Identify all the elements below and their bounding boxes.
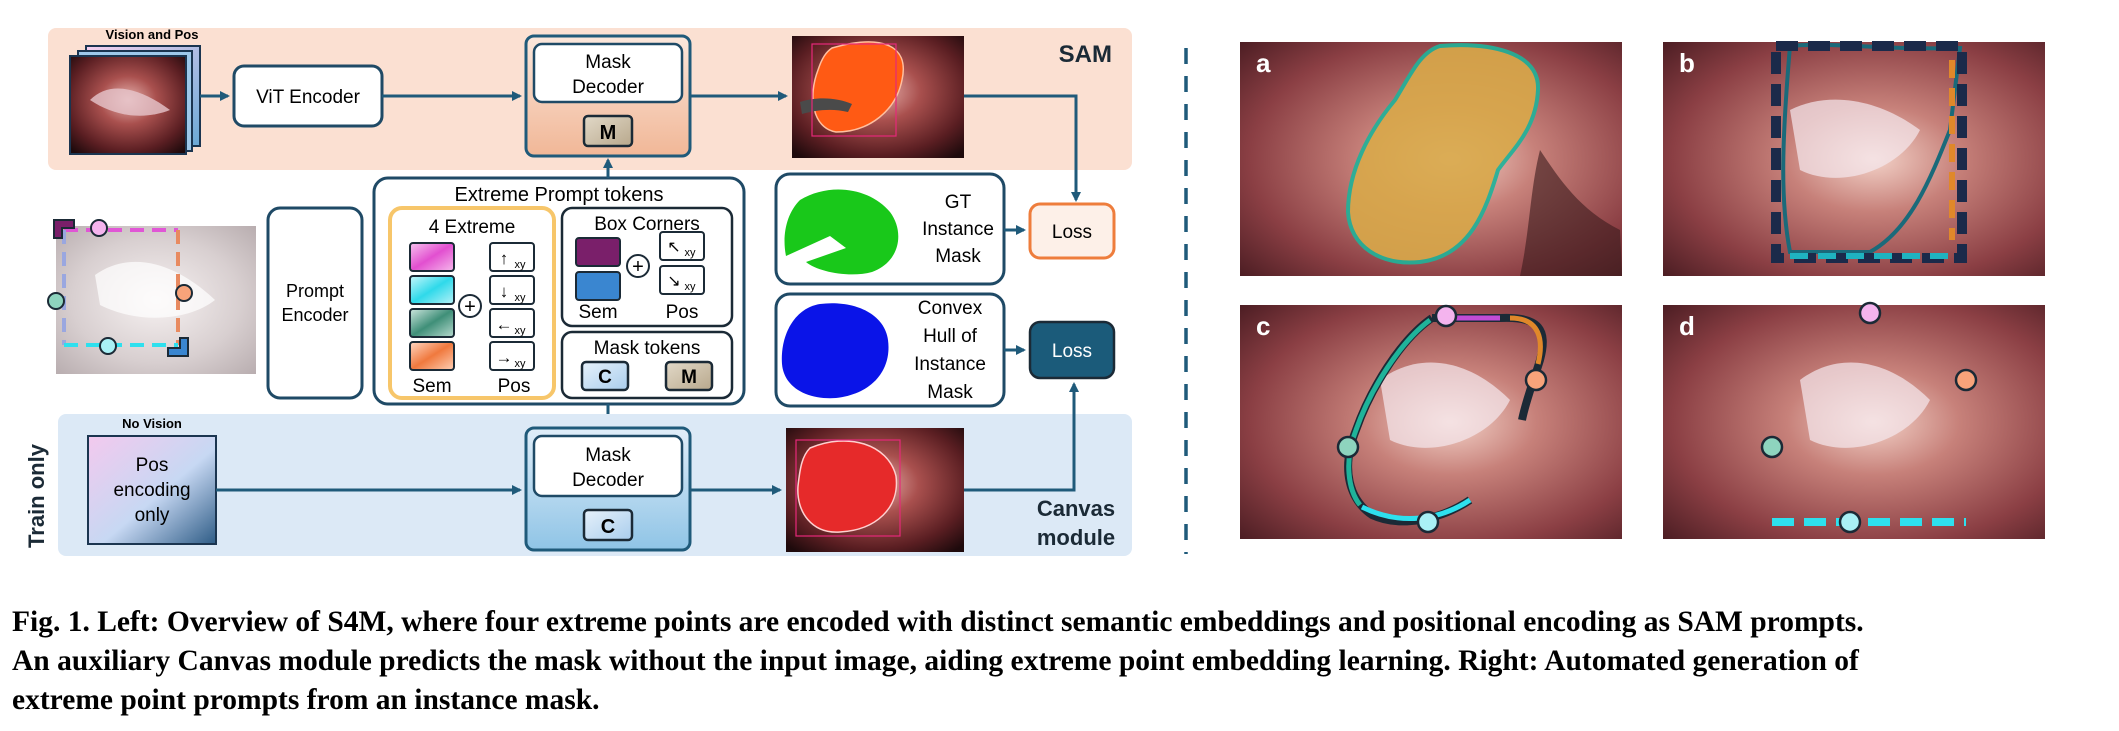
pos-tokens-extreme [489, 242, 535, 371]
sem-token-green [409, 308, 455, 338]
pos-xy-6: xy [685, 281, 697, 293]
pos-xy-4: xy [515, 358, 527, 370]
sam-decoder-title-2: Decoder [572, 77, 644, 98]
hull-label-3: Instance [914, 354, 986, 375]
panel-c-top-dot [1434, 304, 1458, 328]
pos-xy-1: xy [515, 259, 527, 271]
gt-mask-shape [784, 189, 899, 275]
panel-d-bottom-dot [1838, 510, 1862, 534]
canvas-token-c: C [601, 516, 615, 538]
extreme-bottom-dot [99, 337, 117, 355]
sem-label-corner: Sem [578, 302, 617, 323]
arrow-down-icon: ↓ [500, 282, 509, 301]
prompt-encoder-box [266, 206, 364, 400]
canvas-loss-label: Loss [1052, 341, 1092, 362]
sem-token-cyan [409, 275, 455, 305]
panel-d-letter: d [1679, 311, 1695, 341]
sam-label: SAM [1059, 41, 1112, 68]
hull-label-1: Convex [918, 298, 983, 319]
prompt-input-image [56, 226, 256, 374]
pos-encoding-label-1: Pos [136, 455, 169, 476]
sam-loss-label: Loss [1052, 222, 1092, 243]
panel-c-right-dot [1524, 368, 1548, 392]
sam-output-image [792, 36, 964, 158]
corner-sem-token-purple [575, 237, 621, 267]
gt-label-2: Instance [922, 219, 994, 240]
hull-label-4: Mask [927, 382, 973, 403]
panel-d-left-dot [1760, 435, 1784, 459]
panel-d-right-dot [1954, 368, 1978, 392]
panel-c-bottom-dot [1416, 510, 1440, 534]
arrow-right-icon: → [496, 348, 513, 367]
canvas-loss-box [1028, 320, 1116, 380]
pos-xy-5: xy [685, 247, 697, 259]
extreme-left-dot [47, 292, 65, 310]
panel-a-letter: a [1256, 48, 1271, 78]
pos-xy-2: xy [515, 292, 527, 304]
gt-label-3: Mask [935, 246, 981, 267]
pos-encoding-label-2: encoding [113, 480, 190, 501]
corner-sem-token-blue [575, 271, 621, 301]
prompt-encoder-label-2: Encoder [281, 305, 348, 325]
plus-icon: + [464, 296, 476, 318]
arrow-left-icon: ← [496, 315, 513, 334]
vision-image-stack [69, 45, 201, 155]
caption-line-3: extreme point prompts from an instance m… [12, 684, 600, 716]
caption-line-1: Fig. 1. Left: Overview of S4M, where fou… [12, 606, 1864, 638]
extreme-top-dot [90, 219, 108, 237]
pos-label-extreme: Pos [498, 376, 531, 397]
sem-token-pink [409, 242, 455, 272]
arrow-up-icon: ↑ [500, 249, 509, 268]
prompt-encoder-label-1: Prompt [286, 281, 344, 301]
sam-loss-box [1028, 202, 1116, 260]
hull-label-2: Hull of [923, 326, 978, 347]
plus-icon-2: + [632, 256, 644, 278]
sam-token-m: M [600, 122, 617, 144]
vit-encoder-label: ViT Encoder [256, 87, 361, 108]
four-extreme-label: 4 Extreme [429, 217, 516, 238]
no-vision-label: No Vision [122, 416, 182, 431]
sam-decoder-title-1: Mask [585, 52, 631, 73]
arrow-se-icon: ↘ [667, 273, 680, 290]
mask-token-c: C [598, 367, 612, 388]
extreme-prompt-title: Extreme Prompt tokens [455, 184, 664, 206]
pos-xy-3: xy [515, 325, 527, 337]
canvas-module-label-2: module [1037, 525, 1115, 550]
mask-tokens-label: Mask tokens [594, 338, 701, 359]
panel-c-left-dot [1336, 435, 1360, 459]
figure-caption: Fig. 1. Left: Overview of S4M, where fou… [12, 603, 2107, 720]
train-only-label: Train only [24, 443, 49, 548]
canvas-decoder-title-2: Decoder [572, 470, 644, 491]
pos-encoding-label-3: only [135, 505, 170, 526]
box-corners-label: Box Corners [594, 214, 700, 235]
pos-encoding-box [87, 435, 217, 545]
canvas-module-label-1: Canvas [1037, 496, 1115, 521]
panel-a-mask [1345, 43, 1541, 265]
pos-label-corner: Pos [666, 302, 699, 323]
vision-pos-label: Vision and Pos [106, 27, 199, 42]
mask-token-m: M [681, 367, 697, 388]
panel-b-box [1771, 41, 1967, 263]
canvas-decoder-title-1: Mask [585, 445, 631, 466]
panel-c-letter: c [1256, 311, 1270, 341]
sem-label-extreme: Sem [412, 376, 451, 397]
panel-d-top-dot [1858, 301, 1882, 325]
caption-line-2: An auxiliary Canvas module predicts the … [12, 645, 1859, 677]
convex-hull-shape [781, 303, 889, 399]
arrow-nw-icon: ↖ [667, 239, 680, 256]
extreme-right-dot [175, 284, 193, 302]
gt-label-1: GT [945, 192, 972, 213]
panel-b-letter: b [1679, 48, 1695, 78]
canvas-output-image [786, 428, 964, 552]
sem-token-orange [409, 341, 455, 371]
